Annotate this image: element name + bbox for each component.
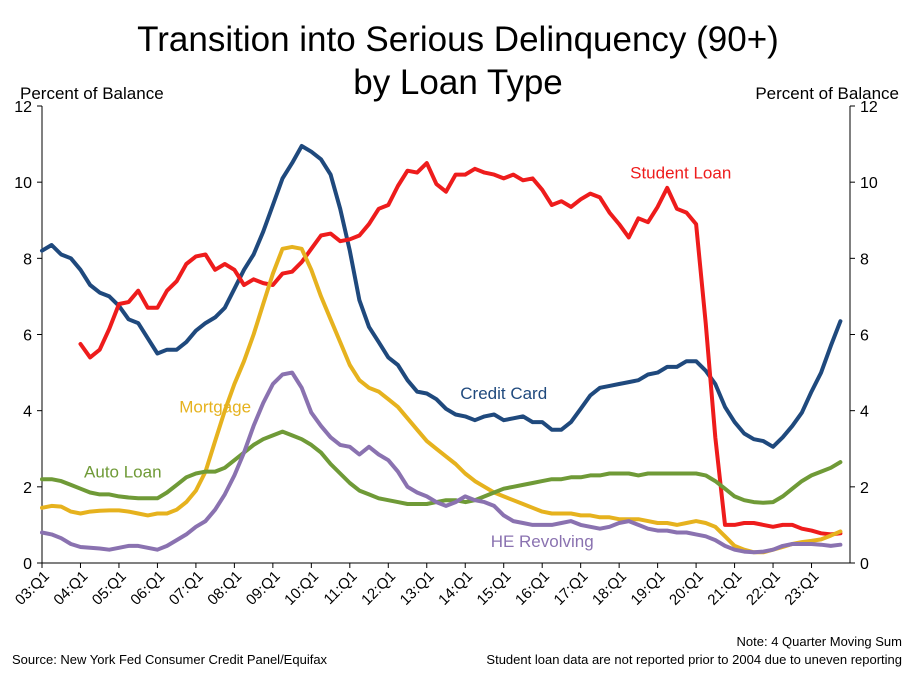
auto-loan-line xyxy=(40,429,843,506)
x-tick-label: 18:Q1 xyxy=(589,568,630,609)
x-tick-label: 13:Q1 xyxy=(397,568,438,609)
y-tick-label-left: 8 xyxy=(23,251,32,268)
x-tick-label: 14:Q1 xyxy=(435,568,476,609)
source-note: Source: New York Fed Consumer Credit Pan… xyxy=(12,652,328,667)
y-tick-label-left: 4 xyxy=(23,404,32,421)
x-tick-label: 10:Q1 xyxy=(281,568,322,609)
y-tick-label-left: 0 xyxy=(23,556,32,573)
he-revolving-label: HE Revolving xyxy=(491,532,594,551)
x-tick-label: 03:Q1 xyxy=(12,568,53,609)
x-tick-label: 06:Q1 xyxy=(127,568,168,609)
student-loan-label: Student Loan xyxy=(630,163,731,182)
x-tick-label: 09:Q1 xyxy=(243,568,284,609)
x-tick-label: 15:Q1 xyxy=(474,568,515,609)
credit-card-label: Credit Card xyxy=(460,384,547,403)
x-tick-label: 07:Q1 xyxy=(166,568,207,609)
y-tick-label-right: 0 xyxy=(860,556,869,573)
x-tick-label: 22:Q1 xyxy=(743,568,784,609)
x-tick-label: 04:Q1 xyxy=(50,568,91,609)
x-tick-label: 20:Q1 xyxy=(666,568,707,609)
y-tick-label-right: 10 xyxy=(860,175,878,192)
y-tick-label-left: 12 xyxy=(14,99,32,116)
y-tick-label-right: 2 xyxy=(860,480,869,497)
y-tick-label-right: 8 xyxy=(860,251,869,268)
chart-title: Transition into Serious Delinquency (90+… xyxy=(0,18,916,104)
he-revolving-line xyxy=(40,370,843,555)
x-tick-label: 16:Q1 xyxy=(512,568,553,609)
credit-card-line xyxy=(40,144,843,449)
right-axis-unit-label: Percent of Balance xyxy=(755,84,899,103)
left-axis-unit-label: Percent of Balance xyxy=(20,84,164,103)
x-tick-label: 19:Q1 xyxy=(628,568,669,609)
auto-loan-label: Auto Loan xyxy=(84,462,162,481)
y-tick-label-right: 12 xyxy=(860,99,878,116)
moving-sum-note: Note: 4 Quarter Moving Sum xyxy=(736,634,902,649)
y-tick-label-right: 4 xyxy=(860,404,869,421)
mortgage-label: Mortgage xyxy=(179,398,251,417)
student-loan-note: Student loan data are not reported prior… xyxy=(486,652,902,667)
y-tick-label-left: 6 xyxy=(23,328,32,345)
x-tick-label: 12:Q1 xyxy=(358,568,399,609)
mortgage-line xyxy=(40,244,843,555)
y-tick-label-left: 2 xyxy=(23,480,32,497)
y-tick-label-right: 6 xyxy=(860,328,869,345)
x-tick-label: 08:Q1 xyxy=(204,568,245,609)
chart-title-line-2: by Loan Type xyxy=(353,63,563,102)
x-tick-label: 21:Q1 xyxy=(704,568,745,609)
x-tick-label: 05:Q1 xyxy=(89,568,130,609)
x-tick-label: 23:Q1 xyxy=(781,568,822,609)
student-loan-line xyxy=(78,161,843,537)
y-tick-label-left: 10 xyxy=(14,175,32,192)
chart-title-line-1: Transition into Serious Delinquency (90+… xyxy=(137,20,779,59)
x-tick-label: 17:Q1 xyxy=(551,568,592,609)
x-tick-label: 11:Q1 xyxy=(321,568,361,608)
